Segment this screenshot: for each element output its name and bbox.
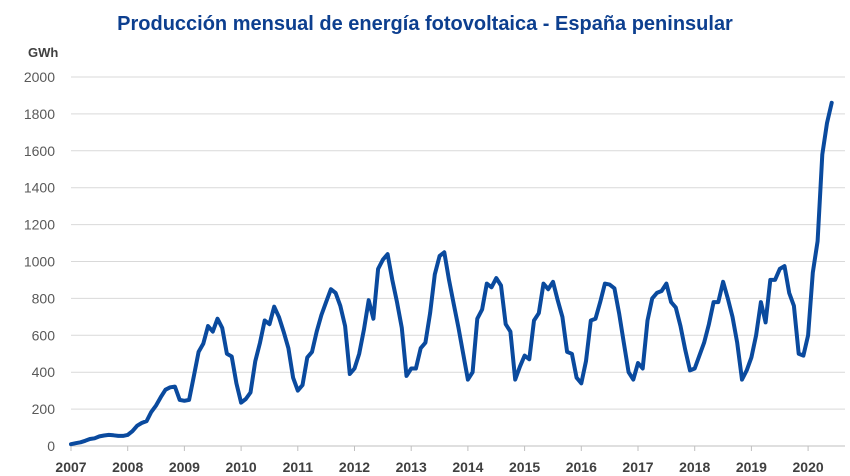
x-tick-label: 2012: [339, 459, 370, 475]
series-line: [69, 100, 834, 447]
y-tick-label: 1600: [24, 143, 55, 159]
y-tick-label: 2000: [24, 69, 55, 85]
x-tick-label: 2009: [169, 459, 200, 475]
y-tick-labels: 0 200 400 600 800 1000 1200 1400 1600 1800 2000: [24, 69, 55, 454]
y-tick-label: 400: [32, 364, 56, 380]
x-tick-label: 2020: [793, 459, 824, 475]
x-tick-label: 2015: [509, 459, 540, 475]
y-tick-label: 1800: [24, 106, 55, 122]
x-tick-label: 2019: [736, 459, 767, 475]
x-tick-label: 2008: [112, 459, 143, 475]
y-tick-label: 200: [32, 401, 56, 417]
x-tick-label: 2014: [452, 459, 483, 475]
x-tick-label: 2016: [566, 459, 597, 475]
x-tick-labels: 2007 2008 2009 2010 2011 2012 2013 2014 2015 2016…: [55, 446, 824, 475]
y-tick-label: 0: [47, 438, 55, 454]
x-tick-label: 2018: [679, 459, 710, 475]
x-tick-label: 2013: [396, 459, 427, 475]
y-tick-label: 1400: [24, 180, 55, 196]
x-tick-label: 2007: [55, 459, 86, 475]
chart-title: Producción mensual de energía fotovoltai…: [117, 13, 733, 35]
y-tick-label: 600: [32, 327, 56, 343]
y-tick-label: 1000: [24, 254, 55, 270]
x-tick-label: 2017: [622, 459, 653, 475]
y-tick-label: 1200: [24, 217, 55, 233]
y-tick-label: 800: [32, 290, 56, 306]
x-tick-label: 2011: [283, 459, 314, 475]
y-axis-label: GWh: [28, 45, 58, 60]
gridlines: [71, 76, 845, 447]
x-tick-label: 2010: [226, 459, 257, 475]
